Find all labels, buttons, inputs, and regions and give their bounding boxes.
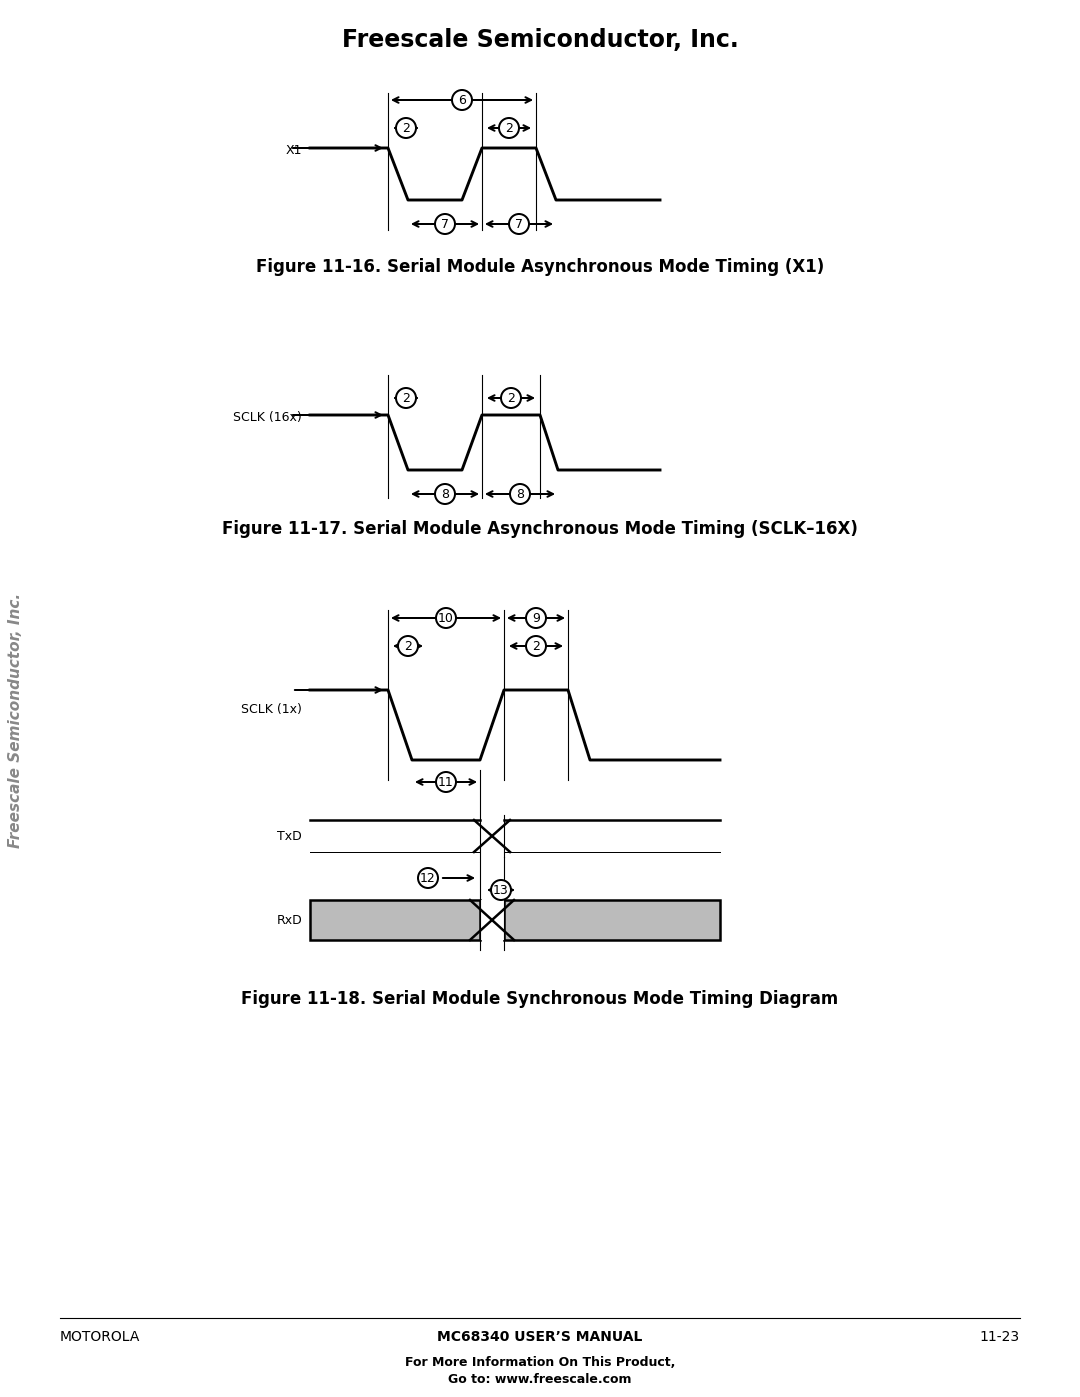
Circle shape bbox=[510, 483, 530, 504]
Circle shape bbox=[501, 388, 521, 408]
Bar bbox=[480, 900, 504, 940]
Text: 2: 2 bbox=[508, 391, 515, 405]
Text: 2: 2 bbox=[505, 122, 513, 134]
Text: 12: 12 bbox=[420, 872, 436, 884]
Text: 2: 2 bbox=[402, 122, 410, 134]
Text: 7: 7 bbox=[441, 218, 449, 231]
Text: 6: 6 bbox=[458, 94, 465, 106]
Text: 8: 8 bbox=[516, 488, 524, 500]
Text: MC68340 USER’S MANUAL: MC68340 USER’S MANUAL bbox=[437, 1330, 643, 1344]
Text: 9: 9 bbox=[532, 612, 540, 624]
Circle shape bbox=[399, 636, 418, 657]
Text: For More Information On This Product,
Go to: www.freescale.com: For More Information On This Product, Go… bbox=[405, 1356, 675, 1386]
Text: 13: 13 bbox=[494, 883, 509, 897]
Text: MOTOROLA: MOTOROLA bbox=[60, 1330, 140, 1344]
Circle shape bbox=[435, 214, 455, 235]
Text: Figure 11-17. Serial Module Asynchronous Mode Timing (SCLK–16X): Figure 11-17. Serial Module Asynchronous… bbox=[222, 520, 858, 538]
Circle shape bbox=[396, 388, 416, 408]
Circle shape bbox=[436, 773, 456, 792]
Circle shape bbox=[491, 880, 511, 900]
Text: SCLK (16x): SCLK (16x) bbox=[233, 412, 302, 425]
Text: 2: 2 bbox=[532, 640, 540, 652]
Text: Figure 11-16. Serial Module Asynchronous Mode Timing (X1): Figure 11-16. Serial Module Asynchronous… bbox=[256, 258, 824, 277]
Text: 2: 2 bbox=[404, 640, 411, 652]
Text: TxD: TxD bbox=[278, 830, 302, 842]
Text: 10: 10 bbox=[438, 612, 454, 624]
Bar bbox=[504, 900, 720, 940]
Text: Freescale Semiconductor, Inc.: Freescale Semiconductor, Inc. bbox=[341, 28, 739, 52]
Text: 11: 11 bbox=[438, 775, 454, 788]
Text: 11-23: 11-23 bbox=[980, 1330, 1020, 1344]
Text: X1: X1 bbox=[285, 144, 302, 158]
Text: RxD: RxD bbox=[276, 914, 302, 926]
Text: 8: 8 bbox=[441, 488, 449, 500]
Circle shape bbox=[396, 117, 416, 138]
Circle shape bbox=[453, 89, 472, 110]
Text: Figure 11-18. Serial Module Synchronous Mode Timing Diagram: Figure 11-18. Serial Module Synchronous … bbox=[241, 990, 839, 1009]
Circle shape bbox=[499, 117, 519, 138]
Bar bbox=[310, 900, 480, 940]
Text: SCLK (1x): SCLK (1x) bbox=[241, 704, 302, 717]
Circle shape bbox=[526, 608, 546, 629]
Circle shape bbox=[418, 868, 438, 888]
Text: Freescale Semiconductor, Inc.: Freescale Semiconductor, Inc. bbox=[9, 592, 24, 848]
Text: 7: 7 bbox=[515, 218, 523, 231]
Circle shape bbox=[435, 483, 455, 504]
Text: 2: 2 bbox=[402, 391, 410, 405]
Circle shape bbox=[526, 636, 546, 657]
Circle shape bbox=[509, 214, 529, 235]
Circle shape bbox=[436, 608, 456, 629]
